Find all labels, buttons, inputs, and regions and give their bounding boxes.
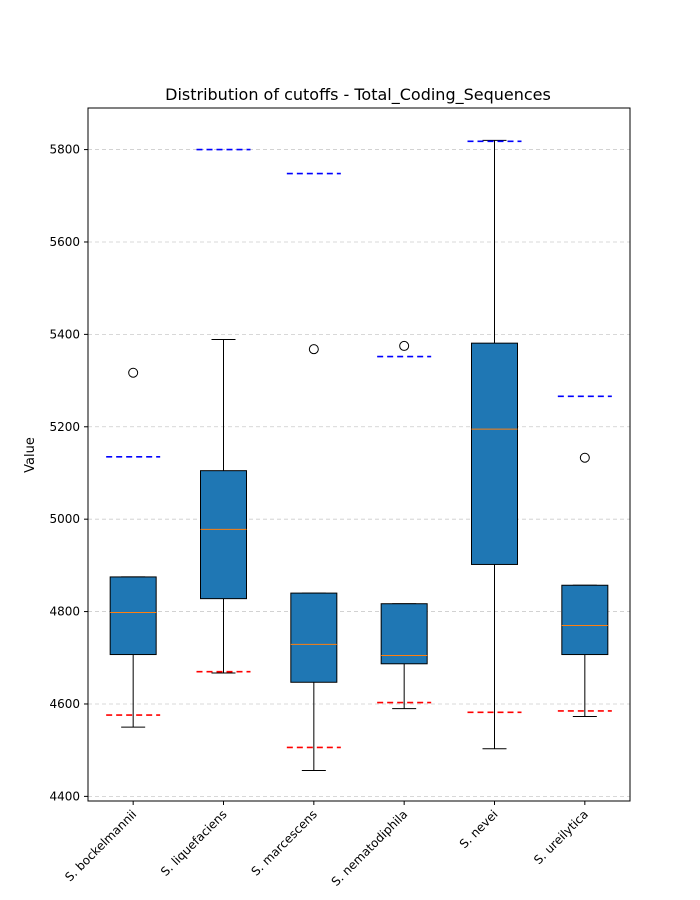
boxes-layer [106,139,612,772]
box-group [286,172,341,772]
y-axis-label: Value [23,437,38,473]
outlier-point [128,367,139,378]
y-tick-label: 5000 [49,512,80,526]
box-group [196,148,251,674]
y-tick-label: 4800 [49,605,80,619]
x-tick-label: S. ureilytica [531,807,591,867]
y-tick-label: 5600 [49,235,80,249]
box [380,603,428,665]
plot-area-frame [87,107,631,802]
box [290,592,338,683]
box-group [557,395,612,717]
y-tick-label: 5200 [49,420,80,434]
outlier-point [399,340,410,351]
y-tick-label: 4400 [49,789,80,803]
y-tick-label: 5400 [49,327,80,341]
x-tick-label: S. marcescens [249,807,320,878]
box-group [377,340,432,710]
y-tick-label: 5800 [49,143,80,157]
box-group [467,139,522,750]
box-group [106,367,161,728]
y-tick-label: 4600 [49,697,80,711]
y-axis: 4400 4600 4800 5000 5200 5400 5600 5800 [49,143,88,803]
box [200,470,247,600]
outlier-point [308,344,319,355]
x-axis: S. bockelmannii S. liquefaciens S. marcesc… [62,801,591,889]
x-tick-label: S. liquefaciens [158,807,230,879]
box [109,576,157,656]
x-tick-label: S. nevei [457,807,501,851]
box [561,584,609,656]
outlier-point [579,452,590,463]
grid-lines [88,149,630,797]
chart-title: Distribution of cutoffs - Total_Coding_S… [165,85,551,105]
x-tick-label: S. bockelmannii [62,807,139,884]
x-tick-label: S. nematodiphila [329,807,411,889]
box [471,342,518,565]
